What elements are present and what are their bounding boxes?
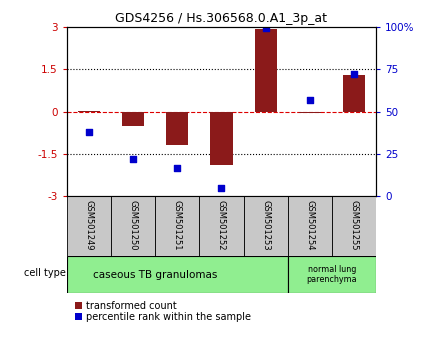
Text: normal lung
parenchyma: normal lung parenchyma [307, 265, 357, 284]
Text: caseous TB granulomas: caseous TB granulomas [93, 270, 217, 280]
Point [129, 156, 136, 162]
Text: GSM501253: GSM501253 [261, 200, 270, 250]
Bar [78, 111, 100, 112]
Legend: transformed count, percentile rank within the sample: transformed count, percentile rank withi… [71, 297, 255, 326]
Bar [200, 196, 243, 256]
Text: GSM501254: GSM501254 [305, 200, 314, 250]
Text: GSM501255: GSM501255 [350, 200, 359, 250]
Text: GSM501251: GSM501251 [173, 200, 182, 250]
Point [85, 129, 92, 135]
Bar [166, 112, 188, 145]
Text: GSM501249: GSM501249 [84, 200, 93, 250]
Text: GSM501252: GSM501252 [217, 200, 226, 250]
Point [174, 165, 181, 170]
Title: GDS4256 / Hs.306568.0.A1_3p_at: GDS4256 / Hs.306568.0.A1_3p_at [115, 12, 328, 25]
Text: GSM501250: GSM501250 [129, 200, 138, 250]
Point [307, 97, 313, 102]
Bar [122, 112, 144, 126]
Bar [67, 256, 288, 293]
Bar [243, 196, 288, 256]
Bar [299, 112, 321, 113]
Bar [111, 196, 155, 256]
Bar [332, 196, 376, 256]
Bar [288, 196, 332, 256]
Bar [67, 196, 111, 256]
Point [262, 25, 269, 31]
Bar [210, 112, 233, 165]
Text: cell type: cell type [24, 268, 66, 278]
Point [218, 185, 225, 191]
Point [351, 71, 358, 77]
Bar [288, 256, 376, 293]
Bar [255, 29, 277, 112]
Bar [155, 196, 200, 256]
Bar [343, 75, 365, 112]
